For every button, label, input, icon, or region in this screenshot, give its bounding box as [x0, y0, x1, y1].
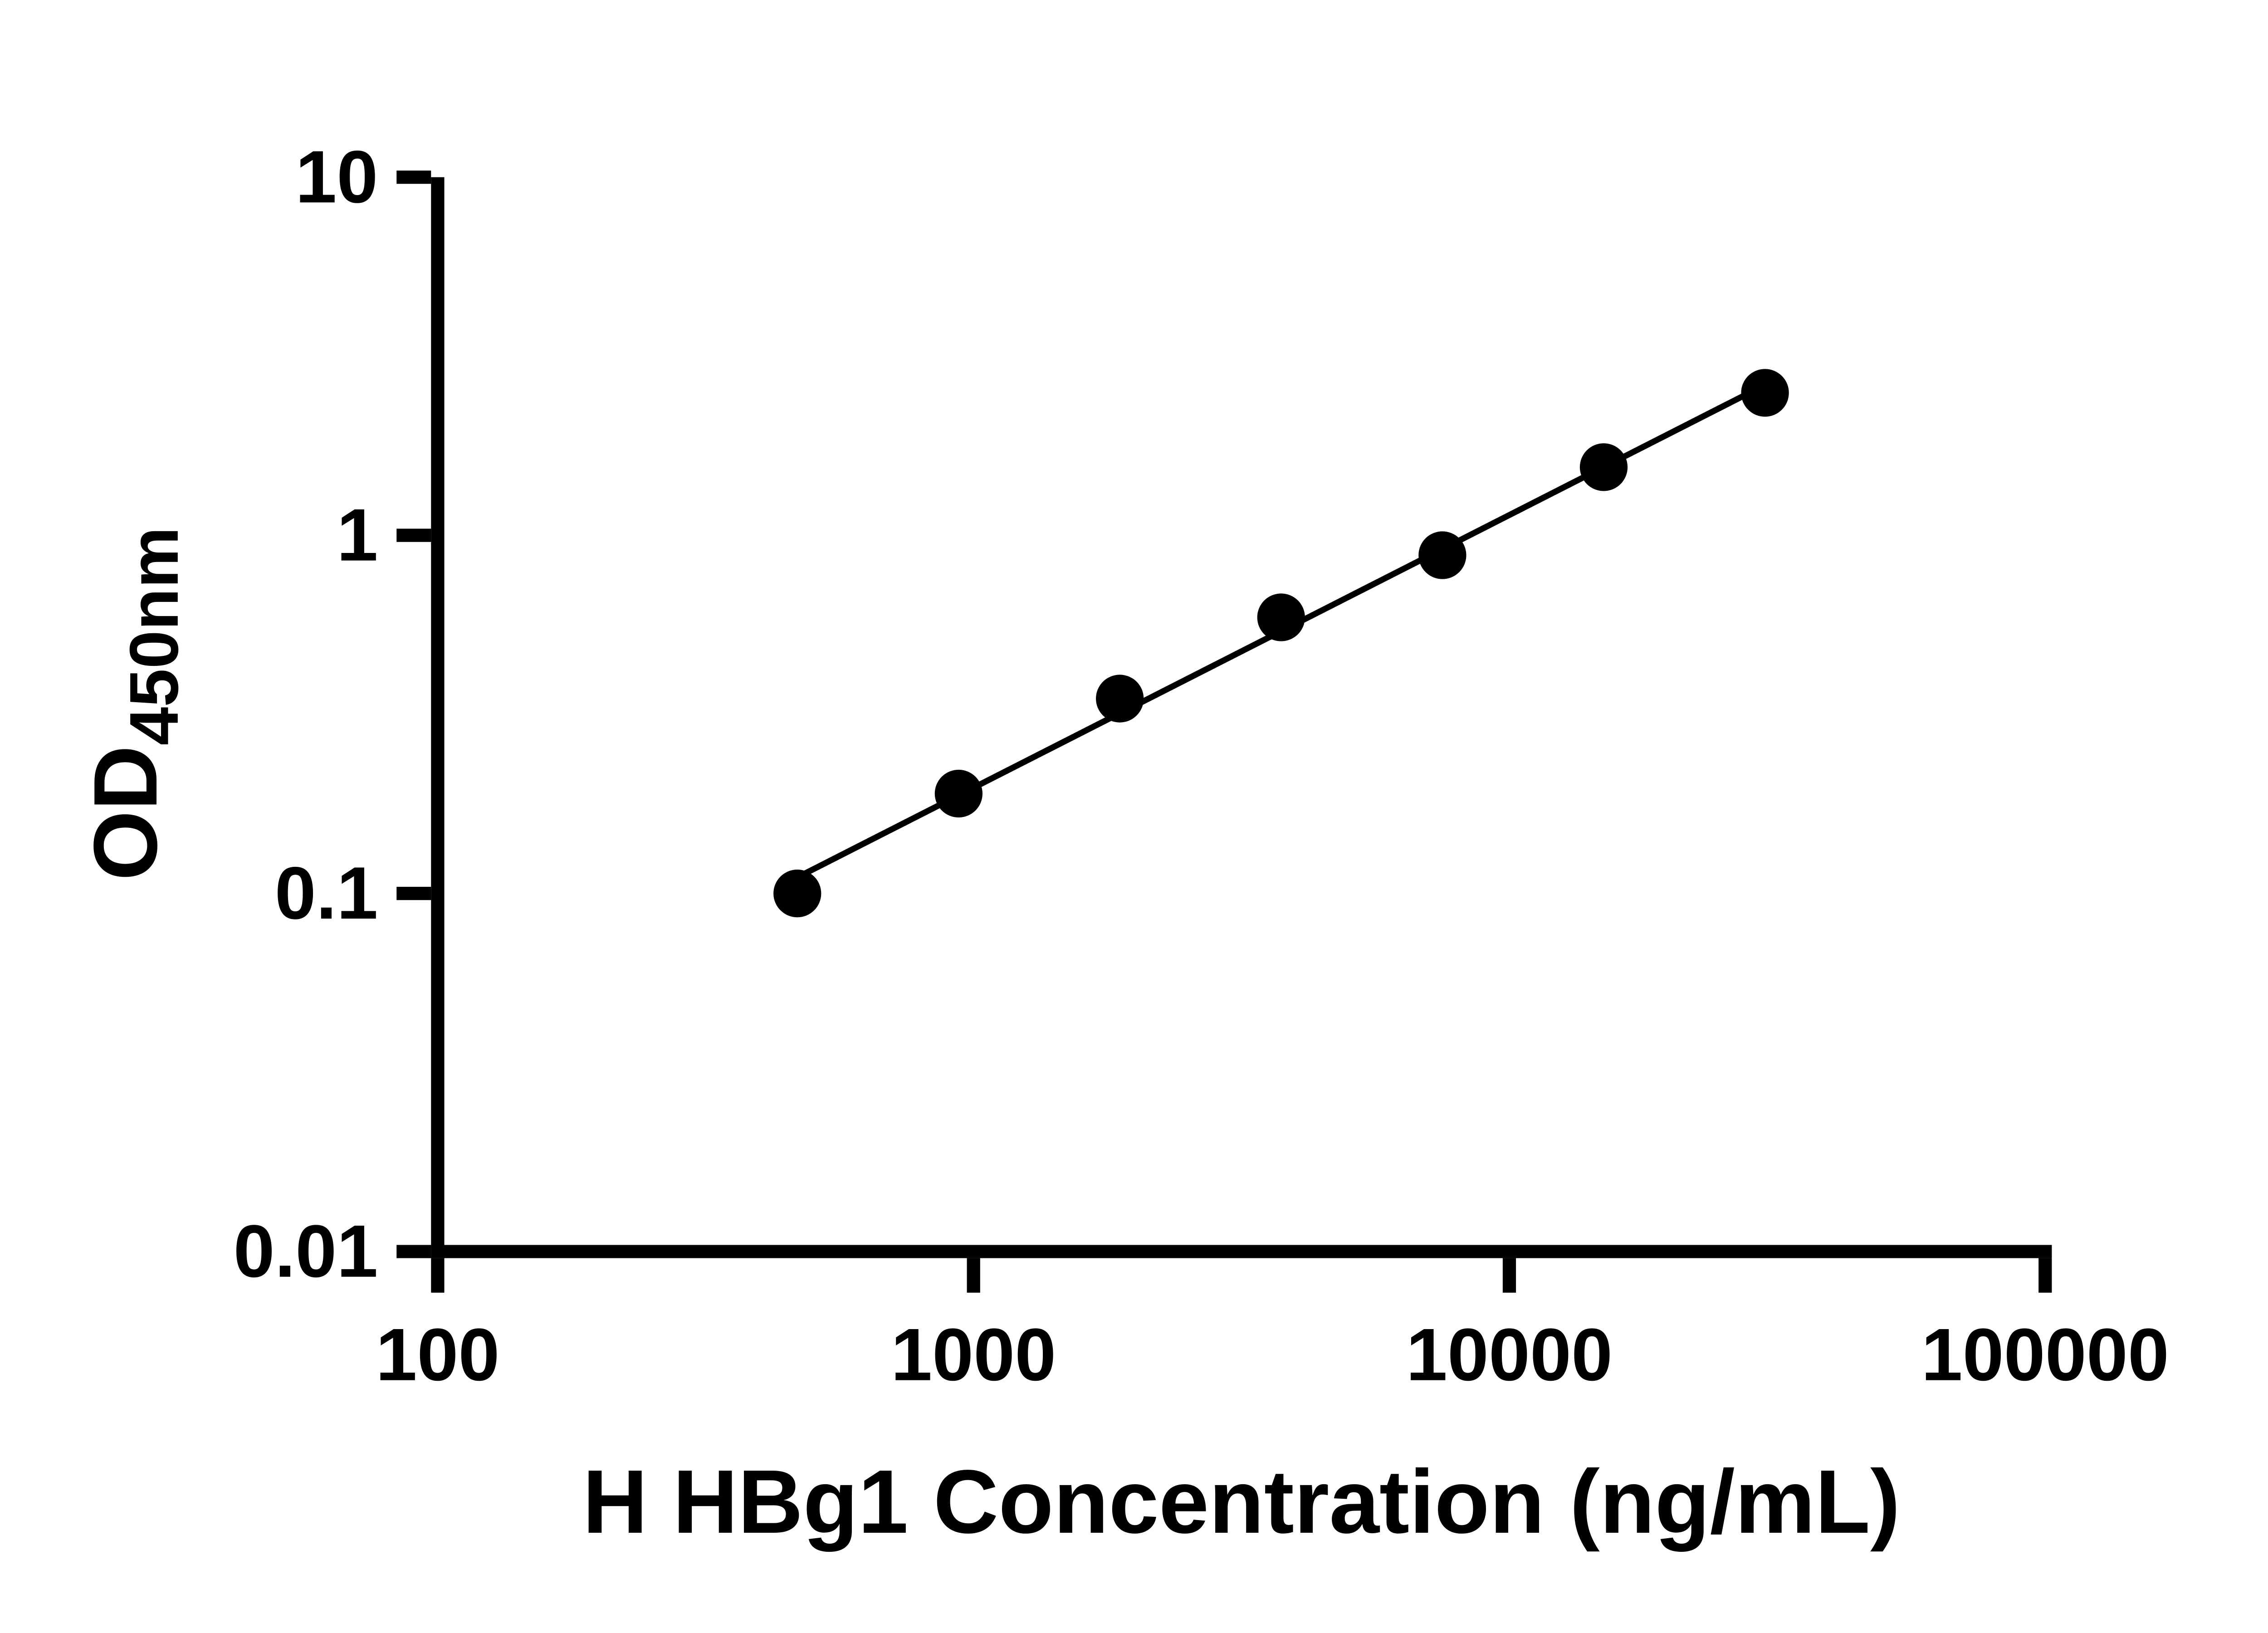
y-tick-label: 1 — [337, 494, 378, 577]
y-tick-label: 0.01 — [234, 1210, 378, 1293]
data-point — [1741, 369, 1789, 417]
data-point — [934, 769, 982, 818]
data-point — [1418, 531, 1466, 579]
plot-layer: 0.01 0.1 1 10 100 1000 10000 100000 — [234, 135, 2169, 1396]
y-axis-title-subscript: 450nm — [116, 527, 193, 745]
y-axis-title-main: OD — [75, 745, 176, 880]
x-tick-label: 10000 — [1406, 1313, 1613, 1396]
y-tick-label: 0.1 — [275, 851, 378, 934]
data-point — [1257, 593, 1305, 641]
y-tick-label: 10 — [295, 135, 378, 218]
x-axis-title: H HBg1 Concentration (ng/mL) — [582, 1452, 1900, 1552]
data-point — [773, 869, 821, 918]
data-point — [1579, 443, 1628, 491]
x-tick-label: 1000 — [891, 1313, 1056, 1396]
data-point — [1096, 675, 1144, 723]
y-axis-title: OD450nm — [75, 527, 193, 880]
x-tick-label: 100 — [376, 1313, 499, 1396]
x-tick-label: 100000 — [1921, 1313, 2169, 1396]
